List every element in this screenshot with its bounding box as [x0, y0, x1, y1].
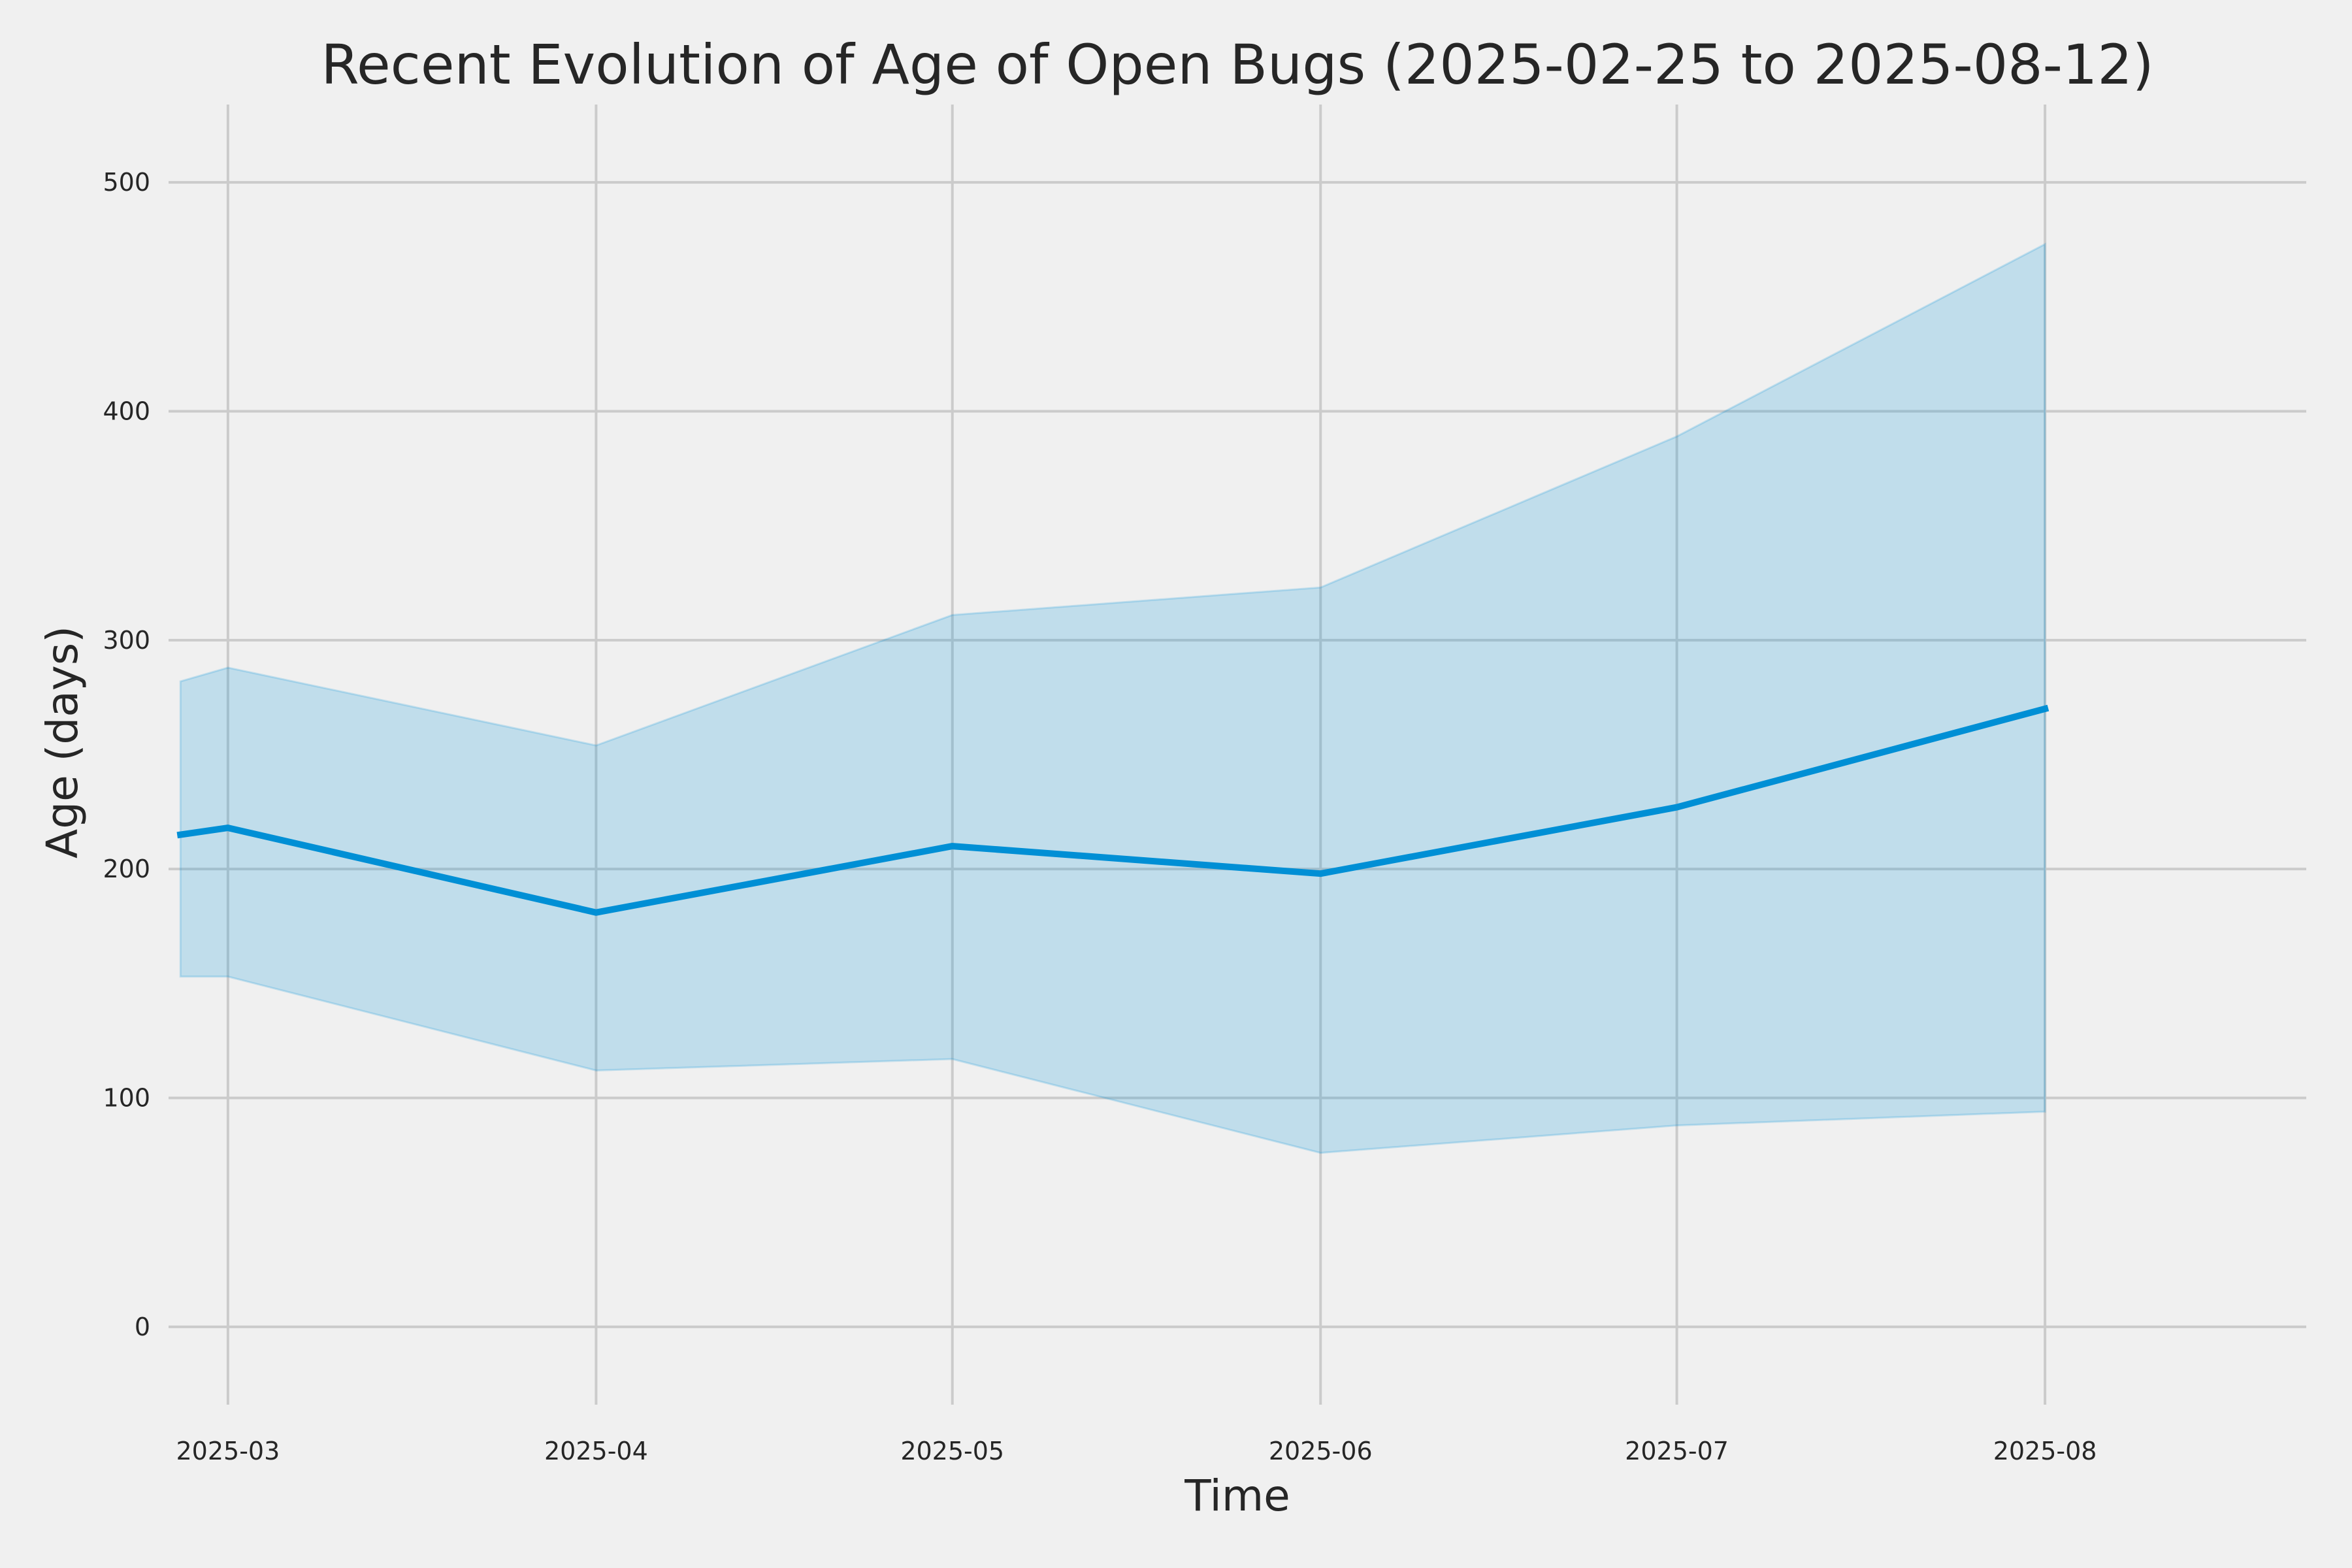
y-tick-label: 400	[103, 397, 150, 425]
x-tick-label: 2025-07	[1625, 1437, 1729, 1465]
y-tick-label: 500	[103, 168, 150, 197]
x-tick-label: 2025-05	[900, 1437, 1004, 1465]
y-tick-label: 300	[103, 626, 150, 655]
x-tick-label: 2025-04	[544, 1437, 648, 1465]
x-tick-labels: 2025-03 2025-04 2025-05 2025-06 2025-07 2025-…	[176, 1437, 2097, 1465]
x-tick-label: 2025-08	[1993, 1437, 2097, 1465]
series-layer	[176, 242, 2050, 1154]
y-tick-label: 200	[103, 855, 150, 883]
median-age-line	[176, 704, 2050, 916]
x-tick-label: 2025-03	[176, 1437, 280, 1465]
y-tick-labels: 0 100 200 300 400 500	[103, 168, 150, 1341]
confidence-band	[179, 242, 2046, 1154]
y-tick-label: 100	[103, 1084, 150, 1113]
y-tick-label: 0	[135, 1313, 150, 1341]
x-tick-label: 2025-06	[1269, 1437, 1373, 1465]
x-axis-label: Time	[1184, 1471, 1290, 1521]
chart-title: Recent Evolution of Age of Open Bugs (20…	[321, 33, 2153, 97]
x-gridlines	[226, 105, 2047, 1405]
y-axis-label: Age (days)	[37, 626, 88, 858]
